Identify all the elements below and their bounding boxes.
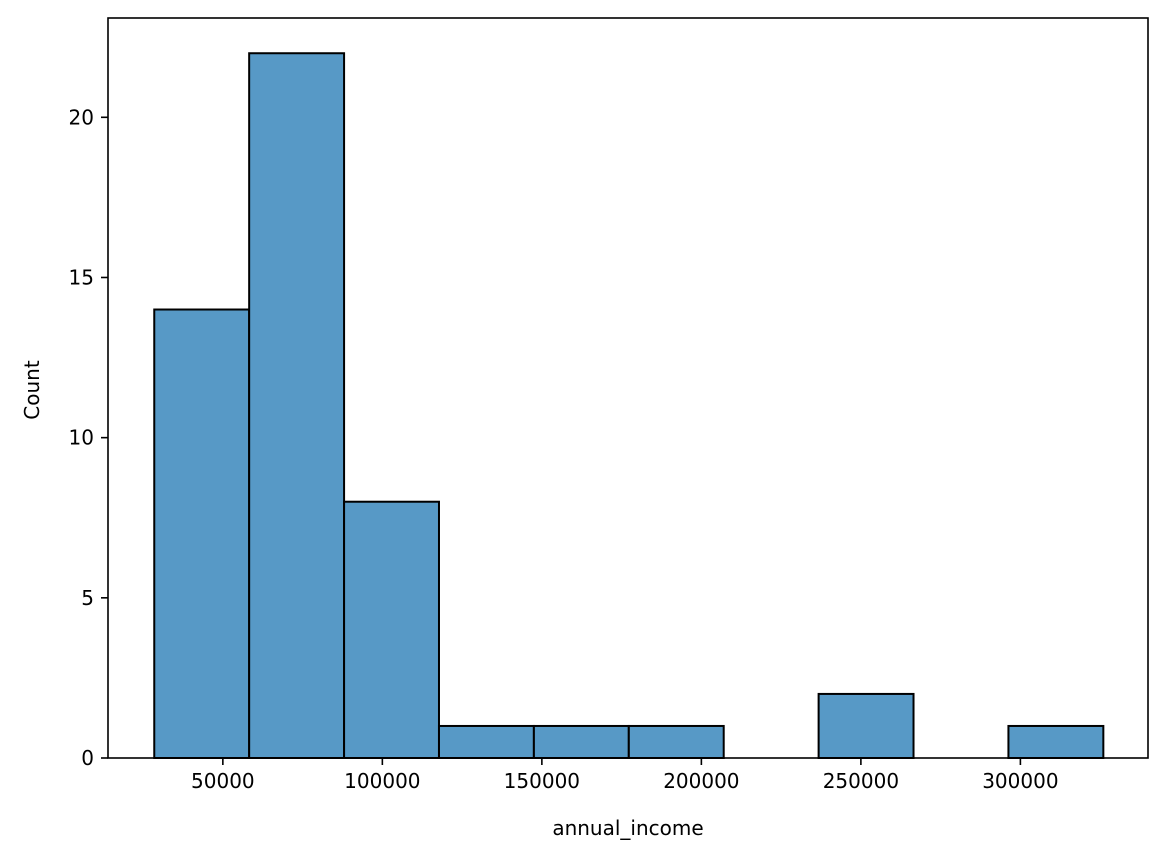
y-tick-label-1: 5 [81, 586, 94, 610]
histogram-bar-1 [248, 52, 346, 759]
bars-group [153, 52, 1105, 760]
x-axis-ticks: 50000 100000 150000 200000 250000 300000 [191, 758, 1059, 793]
y-axis-ticks: 0 5 10 15 20 [69, 105, 108, 770]
histogram-bar-7 [817, 692, 915, 759]
x-tick-label-5: 300000 [982, 769, 1058, 793]
x-tick-label-3: 200000 [663, 769, 739, 793]
histogram-bar-4 [532, 724, 630, 760]
y-axis-label: Count [20, 360, 44, 420]
y-tick-label-2: 10 [69, 426, 94, 450]
histogram-bar-3 [437, 724, 535, 760]
y-tick-label-0: 0 [81, 746, 94, 770]
x-tick-label-1: 100000 [344, 769, 420, 793]
x-tick-label-2: 150000 [504, 769, 580, 793]
histogram-bar-9 [1007, 724, 1105, 760]
x-tick-label-4: 250000 [823, 769, 899, 793]
x-tick-label-0: 50000 [191, 769, 255, 793]
histogram-bar-5 [627, 724, 725, 760]
histogram-bar-0 [153, 308, 251, 759]
y-tick-label-4: 20 [69, 105, 94, 129]
x-axis-label: annual_income [552, 816, 703, 840]
axes-frame [107, 17, 1149, 759]
y-tick-label-3: 15 [69, 265, 94, 289]
histogram-bar-2 [343, 500, 440, 759]
